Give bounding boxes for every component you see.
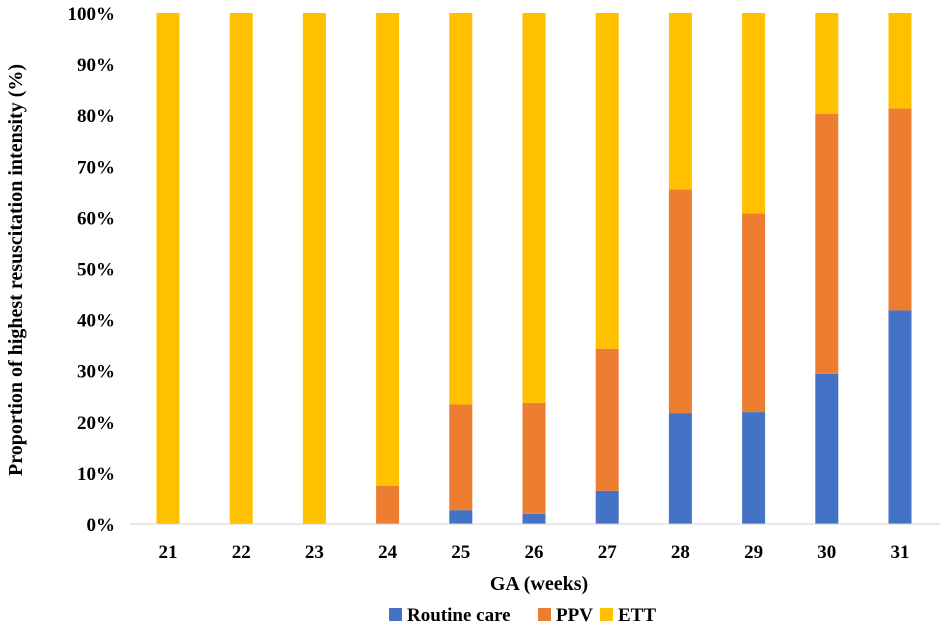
- bar-routine-care-25: [449, 510, 473, 524]
- bar-ppv-26: [522, 402, 546, 514]
- bar-ett-30: [815, 13, 839, 114]
- y-tick-label: 10%: [77, 464, 115, 485]
- y-tick-label: 40%: [77, 311, 115, 332]
- bar-ppv-25: [449, 404, 473, 511]
- bar-routine-care-31: [888, 310, 912, 524]
- bar-ett-25: [449, 13, 473, 405]
- y-tick-label: 80%: [77, 106, 115, 127]
- x-tick-label: 25: [451, 542, 470, 563]
- legend-label: Routine care: [407, 605, 511, 626]
- bar-routine-care-27: [595, 490, 619, 524]
- x-tick-label: 26: [525, 542, 544, 563]
- y-axis-ticks: 0% 10% 20% 30% 40% 50% 60% 70% 80% 90% 100%: [68, 4, 116, 536]
- x-tick-label: 23: [305, 542, 324, 563]
- y-tick-label: 90%: [77, 55, 115, 76]
- legend-swatch: [600, 608, 613, 621]
- x-tick-label: 30: [817, 542, 836, 563]
- y-tick-label: 20%: [77, 413, 115, 434]
- legend-label: ETT: [618, 605, 656, 626]
- y-tick-label: 100%: [68, 4, 116, 25]
- x-axis-title: GA (weeks): [490, 573, 588, 595]
- bar-ett-26: [522, 13, 546, 403]
- bar-ett-24: [376, 13, 400, 486]
- x-tick-label: 28: [671, 542, 690, 563]
- bar-ett-28: [668, 13, 692, 190]
- bar-routine-care-26: [522, 513, 546, 524]
- legend-label: PPV: [556, 605, 593, 626]
- y-tick-label: 30%: [77, 362, 115, 383]
- bar-routine-care-28: [668, 413, 692, 524]
- bar-routine-care-29: [742, 412, 766, 524]
- x-tick-label: 22: [232, 542, 251, 563]
- x-tick-label: 21: [159, 542, 178, 563]
- x-axis-ticks: 21 22 23 24 25 26 27 28 29 30 31: [159, 542, 910, 563]
- bar-ett-22: [229, 13, 253, 524]
- x-tick-label: 27: [598, 542, 618, 563]
- bar-routine-care-30: [815, 373, 839, 524]
- bar-ett-29: [742, 13, 766, 214]
- legend-swatch: [389, 608, 402, 621]
- bar-ppv-28: [668, 189, 692, 414]
- bar-ppv-24: [376, 485, 400, 524]
- x-tick-label: 29: [744, 542, 763, 563]
- bar-ett-23: [302, 13, 326, 524]
- bar-ppv-27: [595, 348, 619, 491]
- bar-ppv-30: [815, 113, 839, 374]
- bar-ett-21: [156, 13, 180, 524]
- legend: Routine care PPV ETT: [389, 605, 656, 626]
- x-tick-label: 31: [891, 542, 910, 563]
- legend-swatch: [538, 608, 551, 621]
- y-axis-title: Proportion of highest resuscitation inte…: [5, 64, 27, 476]
- bars: [156, 13, 912, 524]
- y-tick-label: 70%: [77, 157, 115, 178]
- x-tick-label: 24: [378, 542, 398, 563]
- bar-ett-31: [888, 13, 912, 109]
- bar-ppv-29: [742, 213, 766, 413]
- y-tick-label: 50%: [77, 260, 115, 281]
- bar-ett-27: [595, 13, 619, 349]
- y-tick-label: 60%: [77, 208, 115, 229]
- y-tick-label: 0%: [87, 515, 116, 536]
- bar-ppv-31: [888, 108, 912, 311]
